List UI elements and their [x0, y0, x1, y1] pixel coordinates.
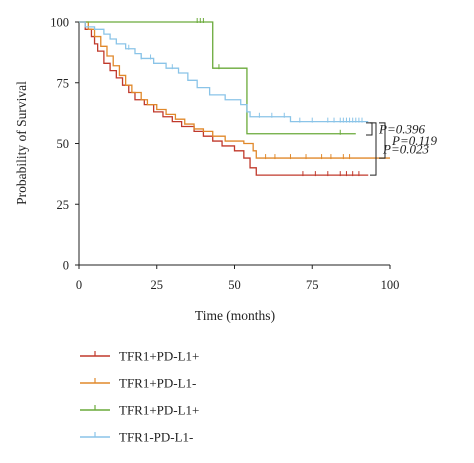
y-tick-label: 75	[57, 76, 70, 90]
p-bracket	[370, 122, 377, 176]
y-tick-label: 50	[57, 137, 70, 151]
p-bracket	[366, 122, 373, 136]
y-tick-label: 0	[63, 259, 69, 273]
series-line-3	[79, 21, 356, 135]
x-tick-label: 75	[306, 278, 319, 292]
x-tick-label: 100	[381, 278, 400, 292]
x-axis-title: Time (months)	[195, 308, 275, 323]
series-line-1	[79, 21, 369, 176]
legend-label: TFR1+PD-L1+	[119, 349, 199, 364]
x-tick-label: 25	[151, 278, 164, 292]
y-tick-label: 25	[57, 198, 70, 212]
y-axis-title: Probability of Survival	[14, 81, 29, 205]
axes: 0 25 50 75 100 0 25 50 75 100	[50, 16, 399, 293]
p-value-label: P=0.023	[382, 141, 429, 156]
y-tick-label: 100	[50, 16, 69, 30]
p-value-label: P=0.119	[391, 133, 437, 148]
legend-label: TFR1+PD-L1+	[119, 403, 199, 418]
survival-curves	[79, 18, 390, 177]
x-tick-label: 0	[76, 278, 82, 292]
x-tick-label: 50	[228, 278, 241, 292]
p-value-label: P=0.396	[378, 121, 425, 136]
p-bracket	[379, 122, 386, 159]
series-line-4	[79, 21, 369, 123]
legend: TFR1+PD-L1+ TFR1+PD-L1- TFR1+PD-L1+ TFR1-PD…	[80, 349, 199, 445]
legend-label: TFR1-PD-L1-	[119, 430, 193, 445]
legend-label: TFR1+PD-L1-	[119, 376, 196, 391]
series-line-2	[79, 21, 390, 159]
